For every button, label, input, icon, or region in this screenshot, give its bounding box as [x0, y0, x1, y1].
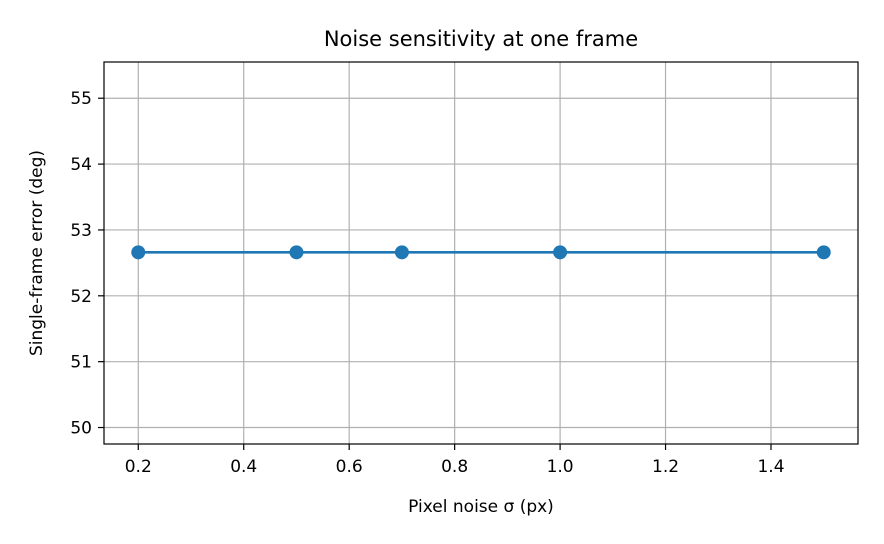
x-tick-label: 0.4 — [230, 457, 257, 477]
plot-frame — [103, 61, 859, 445]
chart-title: Noise sensitivity at one frame — [324, 27, 638, 51]
y-tick-label: 50 — [70, 419, 92, 439]
y-tick-label: 55 — [70, 89, 92, 109]
y-tick-label: 54 — [70, 155, 92, 175]
y-tick-label: 51 — [70, 353, 92, 373]
y-axis-label: Single-frame error (deg) — [27, 150, 47, 356]
x-tick-label: 0.8 — [441, 457, 468, 477]
data-point — [553, 245, 568, 260]
data-point — [816, 245, 831, 260]
series-layer — [131, 245, 831, 260]
x-tick-label: 1.4 — [757, 457, 784, 477]
data-point — [131, 245, 146, 260]
x-tick-label: 1.2 — [652, 457, 679, 477]
data-point — [289, 245, 304, 260]
ticks: 0.2 0.4 0.6 0.8 1.0 1.2 1.4 50 51 52 53 54 55 — [70, 89, 784, 477]
y-tick-label: 52 — [70, 287, 92, 307]
x-tick-label: 1.0 — [547, 457, 574, 477]
x-axis-label: Pixel noise σ (px) — [408, 497, 554, 517]
y-tick-label: 53 — [70, 221, 92, 241]
x-tick-label: 0.2 — [125, 457, 152, 477]
x-tick-label: 0.6 — [336, 457, 363, 477]
data-point — [394, 245, 409, 260]
